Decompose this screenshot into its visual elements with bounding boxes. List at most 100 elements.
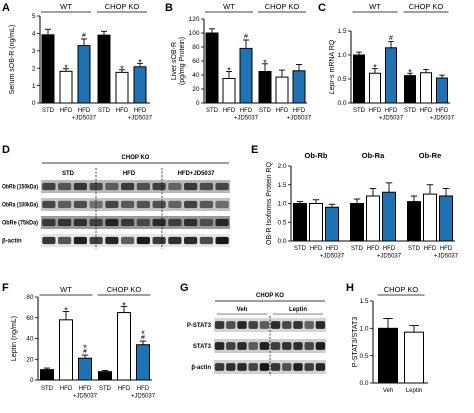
x-tick-label: +JD5037 xyxy=(131,394,156,400)
blot-band xyxy=(293,321,303,329)
blot-row-label: ObRb (150kDa) xyxy=(2,185,38,191)
blot-band xyxy=(248,363,258,371)
y-tick-label: 60 xyxy=(192,58,200,65)
group-label: Ob-Rb xyxy=(305,151,328,160)
bar xyxy=(366,195,380,242)
blot-band xyxy=(215,218,229,227)
significance-mark: * xyxy=(138,57,142,67)
panel-letter: E xyxy=(251,144,258,156)
y-tick-label: 1.5 xyxy=(337,28,346,35)
blot-band xyxy=(168,236,182,245)
blot-band xyxy=(248,321,258,329)
y-axis-label-segment: P-STAT3/STAT3 xyxy=(352,317,359,368)
y-axis-label: (pg/mg Protein) xyxy=(179,37,186,85)
panel-a-chart: A 0 1 2 3 4 5 Serum sOB-R (ng/mL) STD HFD HFD +JD50… xyxy=(2,2,153,122)
blot-band xyxy=(105,182,119,191)
x-tick-label: HFD xyxy=(367,246,380,252)
blot-band xyxy=(282,363,292,371)
significance-mark: * xyxy=(120,64,124,74)
bar xyxy=(239,47,253,104)
bar xyxy=(292,70,306,104)
bar xyxy=(115,71,129,104)
blot-band xyxy=(42,218,56,227)
panel-letter: H xyxy=(346,282,354,294)
bar xyxy=(77,45,91,104)
x-tick-label: HFD xyxy=(116,108,129,114)
significance-mark: * xyxy=(122,300,126,310)
panel-letter: G xyxy=(180,282,189,294)
y-tick-label: 2 xyxy=(32,65,36,72)
y-axis-label: Lepr-s mRNA RQ xyxy=(329,39,336,94)
y-tick-label: 40 xyxy=(192,72,200,79)
blot-band xyxy=(105,236,119,245)
blot-band xyxy=(73,236,87,245)
blot-band xyxy=(73,200,87,209)
bar xyxy=(404,331,424,384)
significance-mark: # xyxy=(83,349,87,356)
blot-band xyxy=(199,218,213,227)
significance-mark: * xyxy=(83,343,87,353)
y-tick-label: 1.0 xyxy=(277,201,286,208)
significance-mark: * xyxy=(408,67,412,77)
y-axis-label-segment: mRNA RQ xyxy=(329,39,336,74)
x-tick-label: HFD xyxy=(78,108,91,114)
x-tick-label: HFD xyxy=(326,246,339,252)
blot-band xyxy=(199,236,213,245)
blot-row-label: β-actin xyxy=(2,239,22,245)
x-tick-label: HFD xyxy=(240,108,253,114)
blot-column-label: Leptin xyxy=(289,307,307,313)
blot-band xyxy=(282,342,292,350)
y-tick-label: 40 xyxy=(26,336,34,343)
y-tick-label: 1.5 xyxy=(359,298,368,305)
blot-band xyxy=(259,342,270,350)
blot-band xyxy=(237,321,247,329)
y-tick-label: 0 xyxy=(196,100,200,107)
blot-band xyxy=(248,342,258,350)
group-label: Ob-Re xyxy=(419,151,442,160)
bar xyxy=(205,32,219,104)
blot-band xyxy=(259,321,270,329)
blot-band xyxy=(270,363,281,371)
x-tick-label: +JD5037 xyxy=(72,116,97,122)
blot-column-label: Veh xyxy=(237,307,248,313)
x-tick-label: HFD xyxy=(137,386,150,392)
y-tick-label: 20 xyxy=(192,86,200,93)
bar xyxy=(98,371,112,381)
blot-column-label: STD xyxy=(62,171,75,177)
bar xyxy=(382,191,396,242)
x-tick-label: HFD xyxy=(369,108,382,114)
group-label: Ob-Ra xyxy=(362,151,385,160)
blot-band xyxy=(121,236,135,245)
group-label: CHOP KO xyxy=(265,2,300,11)
x-tick-label: +JD5037 xyxy=(379,116,404,122)
y-tick-label: 120 xyxy=(189,16,200,23)
bar xyxy=(117,312,131,381)
bar xyxy=(325,206,339,242)
blot-band xyxy=(293,363,303,371)
x-tick-label: STD xyxy=(206,108,219,114)
y-axis-label-segment: Serum sOB-R (ng/mL) xyxy=(9,25,16,95)
x-tick-label: +JD5037 xyxy=(234,116,259,122)
blot-band xyxy=(226,363,236,371)
y-axis-label-segment: (pg/mg Protein) xyxy=(179,37,186,85)
blot-band xyxy=(214,363,225,371)
bar xyxy=(353,54,365,104)
blot-band xyxy=(89,236,103,245)
blot-header: CHOP KO xyxy=(122,155,150,161)
blot-band xyxy=(215,236,229,245)
y-axis-label: OB-R Isoforms Protein RQ xyxy=(266,162,273,245)
significance-mark: * xyxy=(227,66,231,76)
x-tick-label: STD xyxy=(353,108,366,114)
significance-mark: # xyxy=(244,34,248,41)
significance-mark: # xyxy=(141,335,145,342)
blot-band xyxy=(121,200,135,209)
x-tick-label: Veh xyxy=(383,388,393,394)
group-label: WT xyxy=(60,2,72,11)
y-axis-label-segment: Liver sOB-R xyxy=(171,42,178,80)
bar xyxy=(41,34,55,104)
y-tick-label: 0.0 xyxy=(337,100,346,107)
blot-band xyxy=(270,342,281,350)
bar xyxy=(436,77,448,104)
